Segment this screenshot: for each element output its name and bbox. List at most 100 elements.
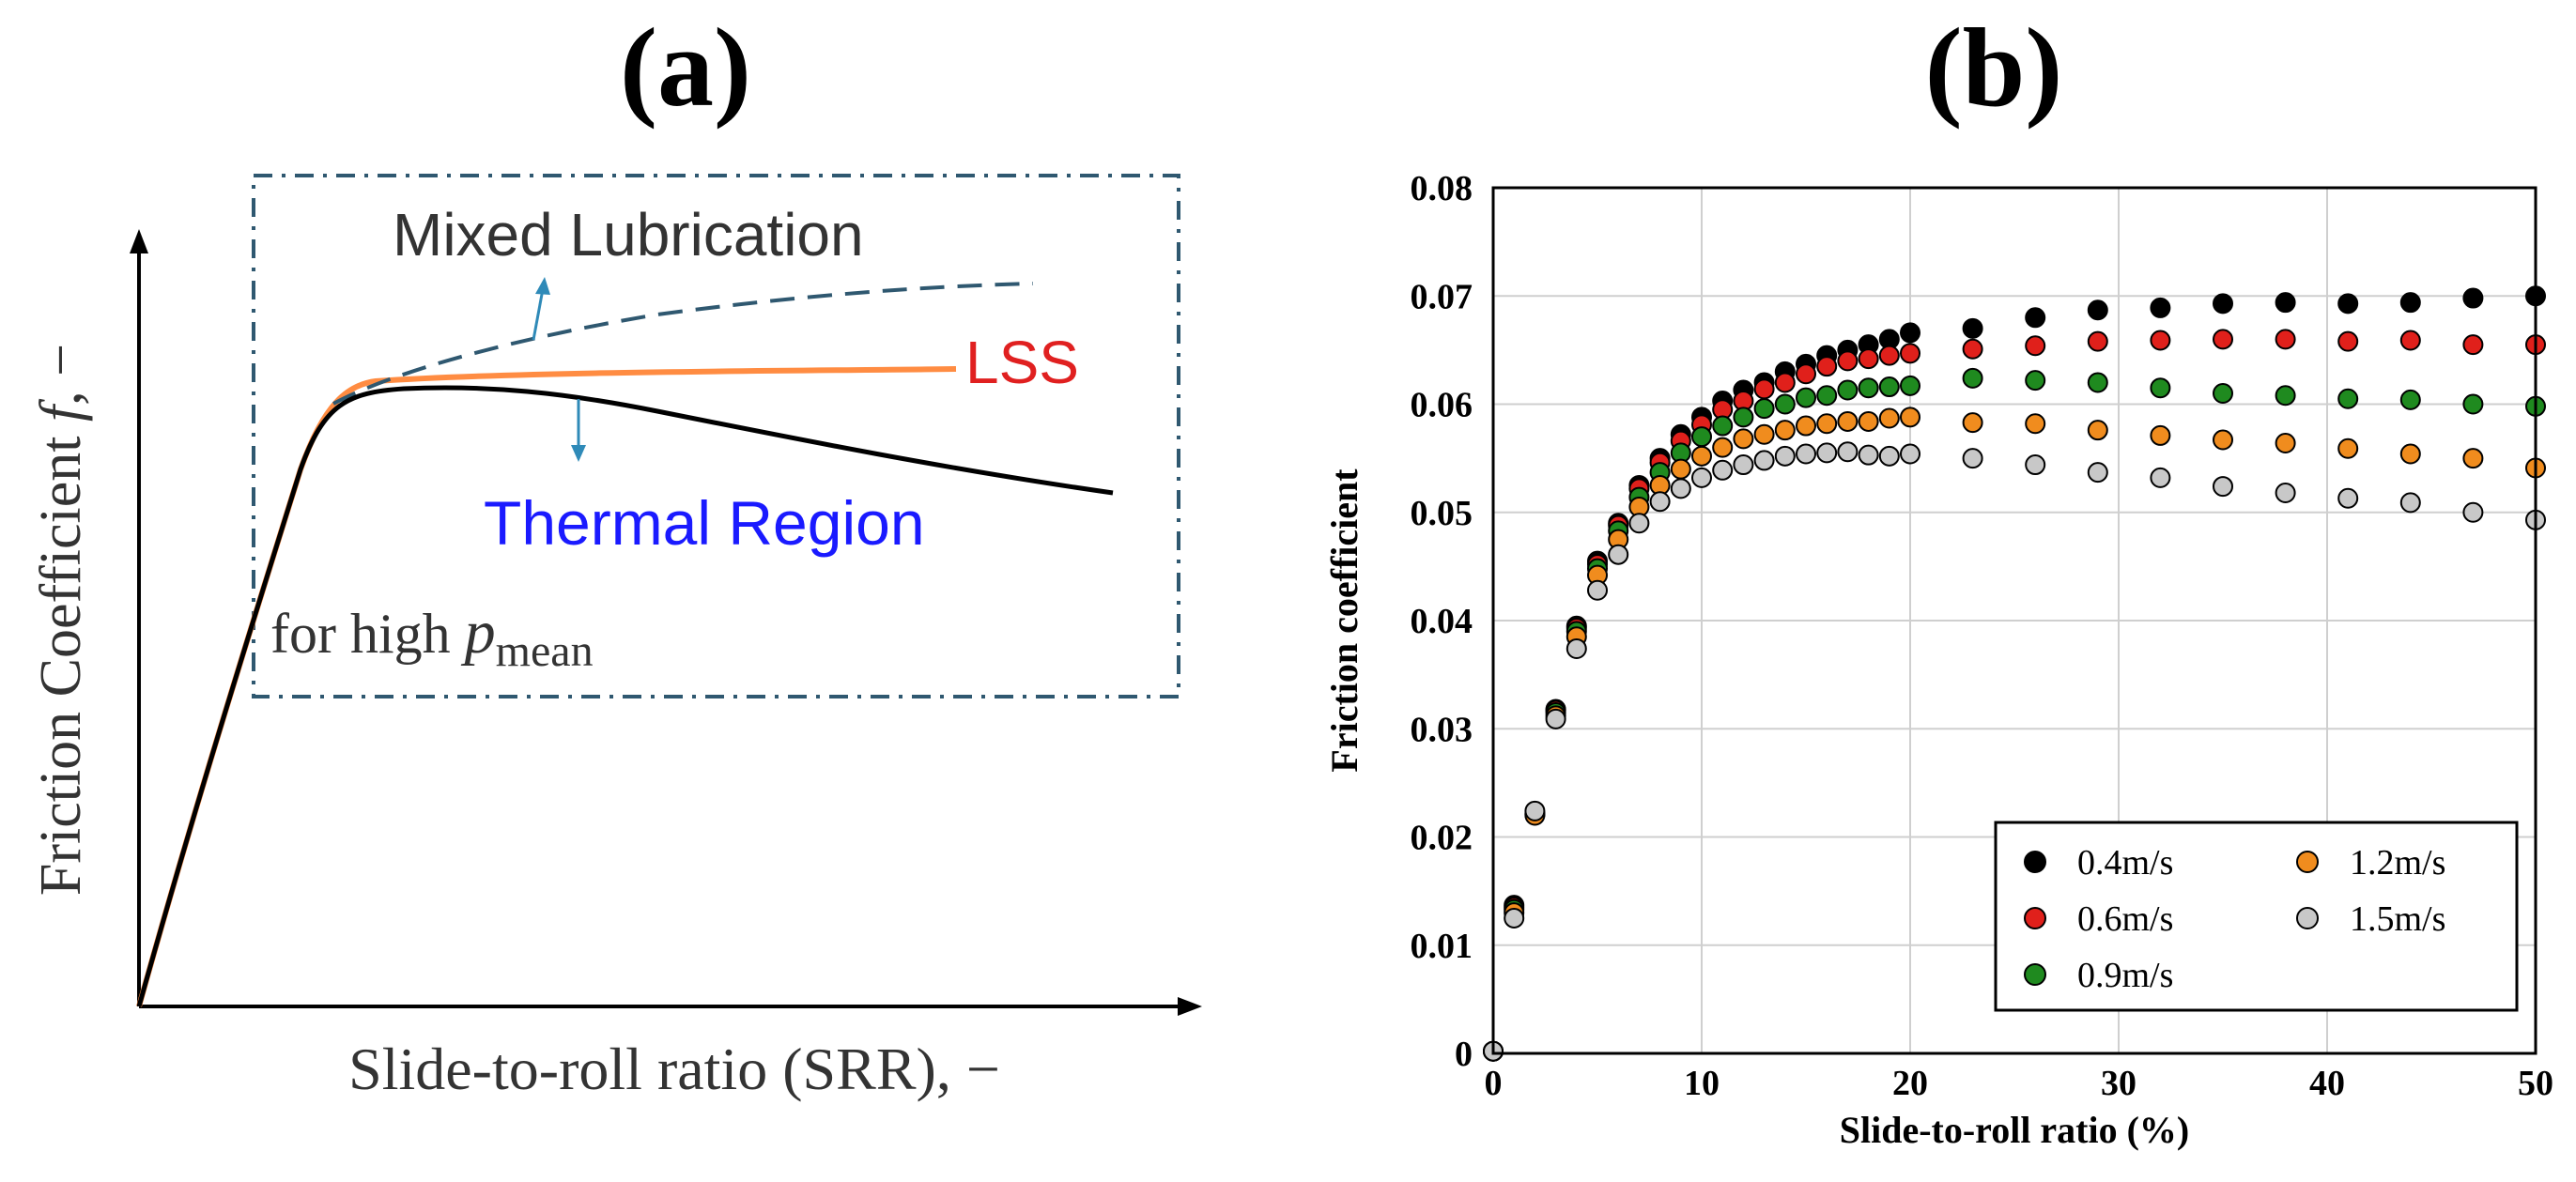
point-1-2m-s xyxy=(1712,437,1734,458)
panel-a-x-arrow-icon xyxy=(1178,997,1202,1016)
legend-marker xyxy=(2024,851,2046,873)
point-1-2m-s xyxy=(1900,407,1920,428)
plot-frame xyxy=(1491,186,2537,1055)
y-tick-label: 0.02 xyxy=(1411,819,1473,858)
y-tick-label: 0.04 xyxy=(1411,602,1473,641)
point-0-4m-s xyxy=(2213,293,2233,315)
point-1-5m-s xyxy=(1670,478,1691,499)
point-0-6m-s xyxy=(1837,350,1859,372)
mixed-arrow-shaft xyxy=(532,288,545,341)
panel-b-label: (b) xyxy=(1925,5,2063,130)
point-0-6m-s xyxy=(1753,378,1775,400)
point-0-6m-s xyxy=(1962,338,1983,360)
point-0-6m-s xyxy=(2087,330,2108,352)
point-0-6m-s xyxy=(2337,330,2359,352)
thermal-arrow-down-icon xyxy=(571,445,586,462)
point-1-2m-s xyxy=(1774,420,1796,441)
point-1-5m-s xyxy=(1753,450,1775,471)
point-1-5m-s xyxy=(1504,907,1525,929)
point-1-2m-s xyxy=(1837,410,1859,432)
x-tick-label: 30 xyxy=(2101,1064,2136,1103)
point-1-5m-s xyxy=(1545,708,1566,729)
thermal-region-label: Thermal Region xyxy=(484,488,925,558)
point-0-9m-s xyxy=(1816,385,1838,407)
legend-label: 0.4m/s xyxy=(2077,843,2173,883)
point-1-5m-s xyxy=(1691,467,1712,488)
point-0-9m-s xyxy=(1753,398,1775,420)
point-1-5m-s xyxy=(2150,467,2171,488)
mixed-arrow-up-icon xyxy=(535,277,550,295)
point-1-2m-s xyxy=(1670,458,1691,480)
point-1-2m-s xyxy=(2399,443,2421,465)
point-1-2m-s xyxy=(1753,423,1775,445)
point-0-4m-s xyxy=(1962,317,1983,339)
point-1-2m-s xyxy=(2087,420,2108,441)
point-0-9m-s xyxy=(1878,376,1900,398)
y-tick-label: 0.07 xyxy=(1411,277,1473,316)
point-0-4m-s xyxy=(2462,287,2484,309)
point-1-2m-s xyxy=(1962,412,1983,434)
point-1-5m-s xyxy=(1712,459,1734,481)
point-1-5m-s xyxy=(1608,544,1629,565)
point-0-9m-s xyxy=(2275,385,2296,407)
panel-a-label: (a) xyxy=(620,5,751,130)
point-1-5m-s xyxy=(2025,454,2046,476)
panel-a-y-arrow-icon xyxy=(130,229,148,253)
panel-a-y-label: Friction Coefficient f, − xyxy=(29,344,93,896)
point-1-2m-s xyxy=(2150,424,2171,446)
point-0-6m-s xyxy=(1900,343,1920,364)
chart-tick-labels: 0 10 20 30 40 50 0 0.01 0.02 0.03 0.04 0.05 0.06 0.07… xyxy=(1411,169,2554,1103)
point-0-6m-s xyxy=(2275,329,2296,350)
lss-curve xyxy=(136,366,957,1007)
point-1-5m-s xyxy=(1816,442,1838,464)
legend-marker xyxy=(2296,907,2319,929)
point-0-9m-s xyxy=(2213,382,2233,404)
thermal-region-curve xyxy=(136,385,1114,1007)
lss-label: LSS xyxy=(965,329,1079,396)
y-tick-label: 0.03 xyxy=(1411,710,1473,749)
point-1-2m-s xyxy=(2275,432,2296,453)
point-1-5m-s xyxy=(1774,445,1796,467)
point-1-5m-s xyxy=(2213,476,2233,498)
chart-points xyxy=(1483,285,2546,1062)
point-1-5m-s xyxy=(1566,637,1587,659)
point-1-2m-s xyxy=(1733,428,1754,450)
point-0-6m-s xyxy=(2399,330,2421,351)
legend-label: 1.2m/s xyxy=(2350,843,2445,883)
x-tick-label: 10 xyxy=(1684,1064,1720,1103)
point-0-4m-s xyxy=(2025,307,2046,329)
point-1-2m-s xyxy=(2025,413,2046,435)
point-0-9m-s xyxy=(1691,426,1712,448)
point-0-9m-s xyxy=(2337,388,2359,409)
point-0-4m-s xyxy=(2337,293,2359,315)
point-0-9m-s xyxy=(1712,415,1734,437)
point-0-9m-s xyxy=(1837,379,1859,401)
point-1-5m-s xyxy=(1796,443,1816,465)
point-0-9m-s xyxy=(2025,370,2046,391)
point-0-9m-s xyxy=(1733,407,1754,428)
x-tick-label: 40 xyxy=(2309,1064,2345,1103)
point-0-9m-s xyxy=(2399,389,2421,410)
y-tick-label: 0.05 xyxy=(1411,494,1473,533)
point-0-9m-s xyxy=(1900,375,1920,396)
point-0-4m-s xyxy=(2087,299,2108,321)
point-0-9m-s xyxy=(2087,372,2108,393)
point-0-4m-s xyxy=(1900,322,1920,344)
point-1-5m-s xyxy=(2337,487,2359,509)
point-0-9m-s xyxy=(1796,387,1816,408)
legend-label: 0.6m/s xyxy=(2077,899,2173,939)
panel-a: (a) Friction Coefficient f, − Slide-to-r… xyxy=(29,5,1202,1102)
legend-marker xyxy=(2296,851,2319,873)
point-0-4m-s xyxy=(2275,292,2296,314)
point-1-5m-s xyxy=(1858,444,1879,466)
legend-label: 1.5m/s xyxy=(2350,899,2445,939)
x-tick-label: 0 xyxy=(1485,1064,1503,1103)
x-tick-label: 20 xyxy=(1892,1064,1928,1103)
point-1-5m-s xyxy=(1962,448,1983,469)
point-1-2m-s xyxy=(2337,437,2359,459)
point-0-6m-s xyxy=(1858,348,1879,370)
mixed-lubrication-label: Mixed Lubrication xyxy=(393,201,864,269)
point-0-9m-s xyxy=(1962,367,1983,389)
panel-a-x-label: Slide-to-roll ratio (SRR), − xyxy=(348,1036,1000,1102)
